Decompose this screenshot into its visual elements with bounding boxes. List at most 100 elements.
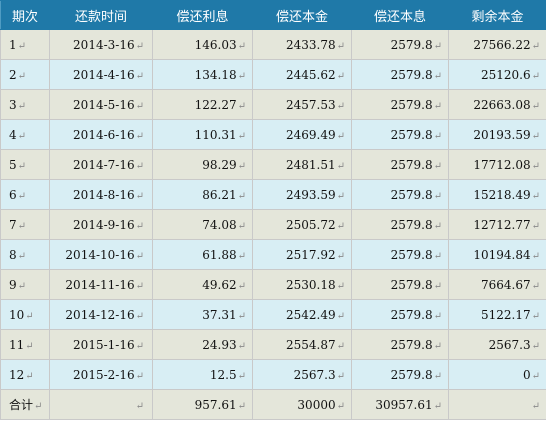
repayment-date-cell: 2014-8-16↵ [49, 179, 153, 210]
paragraph-mark-icon: ↵ [237, 220, 246, 232]
period-cell: 12↵ [0, 359, 50, 390]
principal-interest-cell: 2579.8↵ [351, 209, 449, 240]
paragraph-mark-icon: ↵ [531, 190, 540, 202]
paragraph-mark-icon: ↵ [237, 190, 246, 202]
interest-cell: 74.08↵ [152, 209, 253, 240]
total-row: 合计↵ ↵ 957.61↵ 30000↵ 30957.61↵ ↵ [0, 389, 546, 420]
paragraph-mark-icon: ↵ [34, 401, 43, 412]
paragraph-mark-icon: ↵ [433, 220, 442, 232]
cell-value: 2493.59 [285, 187, 336, 202]
cell-value: 2 [9, 67, 17, 82]
remaining-principal-cell: 2567.3↵ [448, 329, 546, 360]
paragraph-mark-icon: ↵ [135, 340, 144, 352]
table-row: 8↵ 2014-10-16↵ 61.88↵ 2517.92↵ 2579.8↵ 10194.… [0, 239, 546, 270]
principal-cell: 2542.49↵ [252, 299, 352, 330]
table-row: 9↵ 2014-11-16↵ 49.62↵ 2530.18↵ 2579.8↵ 7664.6… [0, 269, 546, 300]
principal-cell: 2481.51↵ [252, 149, 352, 180]
cell-value: 2015-1-16 [73, 337, 135, 352]
paragraph-mark-icon: ↵ [237, 400, 246, 412]
paragraph-mark-icon: ↵ [531, 250, 540, 262]
repayment-date-cell: 2015-2-16↵ [49, 359, 153, 390]
table-header-row: 期次 还款时间 偿还利息 偿还本金 偿还本息 剩余本金 [0, 0, 546, 30]
principal-cell: 2493.59↵ [252, 179, 352, 210]
period-cell: 合计↵ [0, 389, 50, 420]
header-remaining-principal: 剩余本金 [448, 0, 546, 30]
table-row: 10↵ 2014-12-16↵ 37.31↵ 2542.49↵ 2579.8↵ 5122.… [0, 299, 546, 330]
period-cell: 2↵ [0, 59, 50, 90]
paragraph-mark-icon: ↵ [531, 280, 540, 292]
cell-value: 2579.8 [390, 307, 433, 322]
cell-value: 122.27 [194, 97, 237, 112]
cell-value: 2014-9-16 [73, 217, 135, 232]
cell-value: 2014-5-16 [73, 97, 135, 112]
paragraph-mark-icon: ↵ [531, 100, 540, 112]
paragraph-mark-icon: ↵ [336, 70, 345, 82]
cell-value: 6 [9, 187, 17, 202]
remaining-principal-cell: 0↵ [448, 359, 546, 390]
cell-value: 2457.53 [285, 97, 336, 112]
cell-value: 0 [522, 367, 531, 382]
cell-value: 2015-2-16 [73, 367, 135, 382]
paragraph-mark-icon: ↵ [531, 340, 540, 352]
repayment-date-cell: 2014-12-16↵ [49, 299, 153, 330]
cell-value: 11 [9, 337, 25, 352]
cell-value: 12712.77 [473, 217, 531, 232]
paragraph-mark-icon: ↵ [237, 250, 246, 262]
principal-cell: 2554.87↵ [252, 329, 352, 360]
table-row: 12↵ 2015-2-16↵ 12.5↵ 2567.3↵ 2579.8↵ 0↵ [0, 359, 546, 390]
period-cell: 5↵ [0, 149, 50, 180]
principal-cell: 2469.49↵ [252, 119, 352, 150]
paragraph-mark-icon: ↵ [336, 280, 345, 292]
table-row: 5↵ 2014-7-16↵ 98.29↵ 2481.51↵ 2579.8↵ 17712.0… [0, 149, 546, 180]
header-principal: 偿还本金 [252, 0, 352, 30]
cell-value: 146.03 [194, 37, 237, 52]
paragraph-mark-icon: ↵ [17, 70, 27, 82]
cell-value: 2579.8 [390, 187, 433, 202]
interest-cell: 134.18↵ [152, 59, 253, 90]
cell-value: 2469.49 [285, 127, 336, 142]
paragraph-mark-icon: ↵ [135, 100, 144, 112]
interest-cell: 24.93↵ [152, 329, 253, 360]
cell-value: 20193.59 [473, 127, 531, 142]
cell-value: 17712.08 [473, 157, 531, 172]
period-cell: 10↵ [0, 299, 50, 330]
period-cell: 4↵ [0, 119, 50, 150]
cell-value: 37.31 [202, 307, 237, 322]
interest-cell: 98.29↵ [152, 149, 253, 180]
principal-interest-cell: 2579.8↵ [351, 269, 449, 300]
cell-value: 2445.62 [285, 67, 336, 82]
paragraph-mark-icon: ↵ [25, 370, 34, 382]
paragraph-mark-icon: ↵ [237, 340, 246, 352]
paragraph-mark-icon: ↵ [336, 40, 345, 52]
interest-cell: 146.03↵ [152, 29, 253, 60]
paragraph-mark-icon: ↵ [17, 250, 27, 262]
paragraph-mark-icon: ↵ [17, 160, 27, 172]
repayment-date-cell: 2014-4-16↵ [49, 59, 153, 90]
interest-cell: 110.31↵ [152, 119, 253, 150]
repayment-date-cell: 2014-7-16↵ [49, 149, 153, 180]
paragraph-mark-icon: ↵ [135, 40, 144, 52]
table-row: 11↵ 2015-1-16↵ 24.93↵ 2554.87↵ 2579.8↵ 2567.3… [0, 329, 546, 360]
cell-value: 2554.87 [285, 337, 336, 352]
paragraph-mark-icon: ↵ [135, 310, 144, 322]
principal-cell: 2505.72↵ [252, 209, 352, 240]
cell-value: 2505.72 [285, 217, 336, 232]
paragraph-mark-icon: ↵ [17, 130, 27, 142]
cell-value: 2579.8 [390, 157, 433, 172]
paragraph-mark-icon: ↵ [433, 160, 442, 172]
cell-value: 2579.8 [390, 97, 433, 112]
cell-value: 2579.8 [390, 217, 433, 232]
cell-value: 7 [9, 217, 17, 232]
interest-cell: 957.61↵ [152, 389, 253, 420]
principal-interest-cell: 2579.8↵ [351, 119, 449, 150]
cell-value: 2567.3 [293, 367, 336, 382]
cell-value: 98.29 [202, 157, 237, 172]
interest-cell: 37.31↵ [152, 299, 253, 330]
paragraph-mark-icon: ↵ [135, 280, 144, 292]
cell-value: 2433.78 [285, 37, 336, 52]
cell-value: 2579.8 [390, 247, 433, 262]
paragraph-mark-icon: ↵ [433, 310, 442, 322]
paragraph-mark-icon: ↵ [336, 400, 345, 412]
period-cell: 6↵ [0, 179, 50, 210]
interest-cell: 122.27↵ [152, 89, 253, 120]
